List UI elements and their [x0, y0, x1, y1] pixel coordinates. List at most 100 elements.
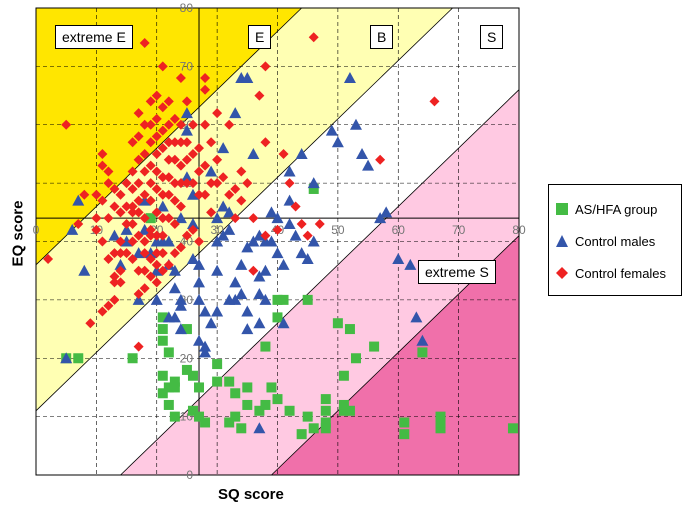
control-male-point: [174, 323, 187, 335]
control-male-point: [271, 212, 284, 224]
control-female-point: [230, 183, 241, 194]
control-female-point: [121, 248, 132, 259]
control-female-point: [133, 178, 144, 189]
control-female-point: [163, 213, 174, 224]
control-male-point: [343, 72, 356, 84]
control-male-point: [120, 223, 133, 235]
as-hfa-point: [296, 429, 307, 440]
control-female-point: [308, 32, 319, 43]
y-tick-label: 80: [180, 1, 194, 15]
control-female-point: [91, 224, 102, 235]
control-female-point: [260, 137, 271, 148]
control-male-point: [211, 235, 224, 247]
region-label-e: E: [248, 25, 272, 49]
as-hfa-point: [302, 294, 313, 305]
control-female-point: [212, 108, 223, 119]
control-female-point: [109, 277, 120, 288]
control-female-point: [127, 207, 138, 218]
control-female-point: [200, 119, 211, 130]
control-female-point: [97, 160, 108, 171]
control-female-point: [115, 236, 126, 247]
control-female-point: [145, 230, 156, 241]
control-male-point: [259, 293, 272, 305]
control-female-point: [127, 218, 138, 229]
region-boundary-line: [120, 89, 520, 476]
control-female-point: [224, 119, 235, 130]
control-male-point: [72, 194, 85, 206]
control-female-point: [157, 172, 168, 183]
control-female-point: [103, 178, 114, 189]
control-male-point: [138, 223, 151, 235]
control-female-point: [61, 119, 72, 130]
control-female-point: [151, 259, 162, 270]
control-female-point: [290, 201, 301, 212]
control-female-point: [109, 294, 120, 305]
control-male-point: [410, 311, 423, 323]
control-female-point: [103, 300, 114, 311]
control-male-point: [241, 241, 254, 253]
control-female-point: [133, 341, 144, 352]
as-hfa-point: [435, 417, 446, 428]
control-female-point: [145, 195, 156, 206]
control-female-point: [109, 201, 120, 212]
y-tick-label: 60: [180, 118, 194, 132]
as-hfa-point: [157, 370, 168, 381]
control-female-point: [200, 73, 211, 84]
control-female-point: [145, 271, 156, 282]
control-male-point: [241, 305, 254, 317]
control-female-point: [145, 178, 156, 189]
control-female-point: [139, 148, 150, 159]
legend: AS/HFA group Control males Control femal…: [548, 184, 682, 296]
control-female-point: [181, 96, 192, 107]
control-male-point: [241, 72, 254, 84]
legend-label-as-hfa: AS/HFA group: [575, 201, 658, 217]
as-hfa-point: [302, 411, 313, 422]
control-female-point: [260, 230, 271, 241]
control-female-point: [163, 96, 174, 107]
control-male-point: [404, 258, 417, 270]
control-female-point: [151, 207, 162, 218]
as-hfa-point: [242, 382, 253, 393]
control-female-point: [151, 113, 162, 124]
control-female-point: [133, 230, 144, 241]
control-male-point: [193, 258, 206, 270]
control-female-point: [115, 248, 126, 259]
control-female-point: [139, 38, 150, 49]
control-male-point: [186, 217, 199, 229]
control-female-point: [103, 166, 114, 177]
control-female-point: [284, 178, 295, 189]
control-female-point: [200, 84, 211, 95]
y-tick-label: 20: [180, 351, 194, 365]
control-female-point: [109, 183, 120, 194]
control-male-point: [211, 305, 224, 317]
as-hfa-point: [332, 318, 343, 329]
control-male-point: [283, 165, 296, 177]
control-female-point: [91, 213, 102, 224]
control-male-point: [295, 147, 308, 159]
control-female-point: [224, 189, 235, 200]
control-female-point: [91, 189, 102, 200]
control-male-point: [349, 118, 362, 130]
as-hfa-point: [369, 341, 380, 352]
control-male-point: [325, 124, 338, 136]
control-female-point: [175, 160, 186, 171]
x-tick-label: 60: [392, 223, 406, 237]
legend-label-control-females: Control females: [575, 265, 667, 281]
control-male-point: [199, 346, 212, 358]
control-female-point: [133, 207, 144, 218]
control-female-point: [133, 108, 144, 119]
control-female-point: [314, 218, 325, 229]
control-female-point: [200, 160, 211, 171]
control-female-point: [375, 154, 386, 165]
as-hfa-point: [320, 417, 331, 428]
as-hfa-point: [224, 417, 235, 428]
as-hfa-point: [272, 294, 283, 305]
control-female-point: [260, 61, 271, 72]
plot-border: [35, 7, 520, 476]
control-female-point: [206, 178, 217, 189]
as-hfa-point: [272, 394, 283, 405]
control-male-point: [174, 212, 187, 224]
control-male-point: [295, 247, 308, 259]
control-male-point: [307, 177, 320, 189]
